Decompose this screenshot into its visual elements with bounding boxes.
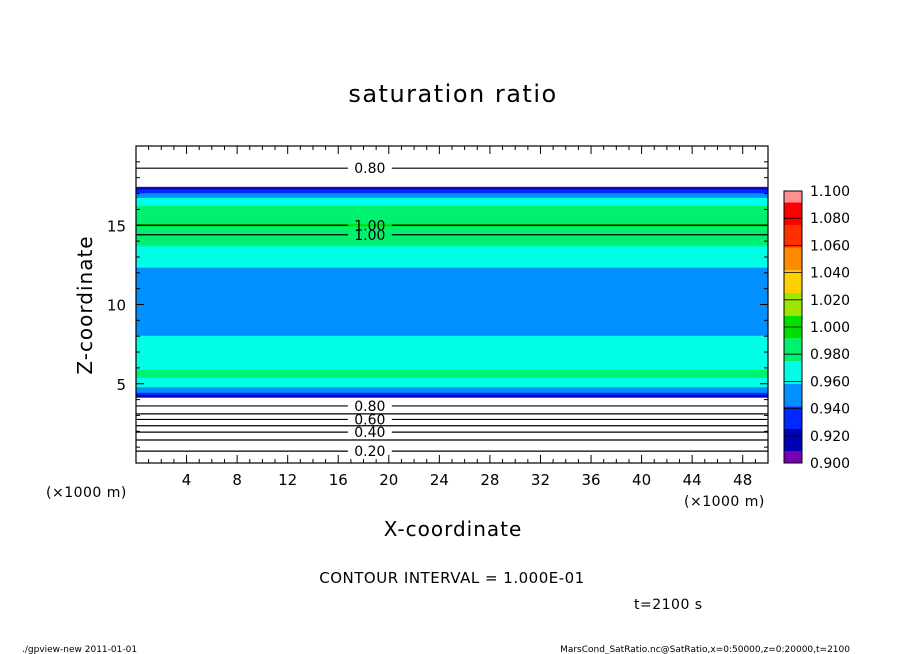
x-unit-label: (×1000 m): [684, 494, 765, 510]
chart-title: saturation ratio: [348, 80, 557, 108]
x-tick-label: 28: [480, 471, 499, 489]
colorbar-swatch: [784, 293, 802, 316]
contour-label: 0.20: [354, 444, 385, 460]
x-tick-label: 12: [278, 471, 297, 489]
x-tick-label: 20: [379, 471, 398, 489]
colorbar-swatch: [784, 247, 802, 271]
x-tick-label: 44: [683, 471, 702, 489]
contour-label: 0.80: [354, 399, 385, 415]
colorbar-label: 1.060: [810, 238, 850, 254]
colorbar-swatch: [784, 338, 802, 361]
contour-label: 0.60: [354, 412, 385, 428]
contour-label: 0.80: [354, 161, 385, 177]
time-label: t=2100 s: [634, 597, 703, 613]
colorbar-label: 0.940: [810, 402, 850, 418]
colorbar-label: 1.000: [810, 320, 850, 336]
colorbar-swatch: [784, 361, 802, 384]
colorbar: 0.900 0.920 0.940 0.960 0.980 1.000 1.020 1.040…: [783, 184, 850, 472]
contour-interval-text: CONTOUR INTERVAL = 1.000E-01: [319, 569, 584, 587]
x-tick-label: 48: [733, 471, 752, 489]
colorbar-swatch: [784, 202, 802, 225]
footer-left-text: ./gpview-new 2011-01-01: [22, 645, 137, 654]
x-tick-label: 32: [531, 471, 550, 489]
colorbar-label: 0.960: [810, 374, 850, 390]
x-tick-label: 36: [581, 471, 600, 489]
footer-right-text: MarsCond_SatRatio.nc@SatRatio,x=0:50000,…: [560, 645, 850, 654]
x-tick-label: 8: [232, 471, 242, 489]
colorbar-swatch: [784, 225, 802, 248]
colorbar-swatch: [784, 429, 802, 452]
colorbar-swatch: [784, 451, 802, 463]
y-tick-label: 10: [107, 297, 126, 315]
x-tick-label: 24: [430, 471, 449, 489]
colorbar-label: 0.900: [810, 456, 850, 472]
colorbar-label: 1.040: [810, 266, 850, 282]
x-tick-label: 40: [632, 471, 651, 489]
colorbar-swatch: [784, 406, 802, 429]
y-tick-labels: 5 10 15: [107, 217, 126, 394]
saturation-field: [136, 146, 768, 463]
contour-label: 1.00: [354, 218, 385, 234]
y-tick-label: 5: [116, 376, 126, 394]
y-tick-label: 15: [107, 217, 126, 235]
x-tick-label: 16: [329, 471, 348, 489]
colorbar-swatch: [784, 191, 802, 203]
x-tick-labels: 4 8 12 16 20 24 28 32 36 40 44 48: [182, 471, 752, 489]
colorbar-label: 0.920: [810, 429, 850, 445]
colorbar-swatch: [784, 383, 802, 407]
colorbar-label: 1.100: [810, 184, 850, 200]
colorbar-label: 1.080: [810, 211, 850, 227]
contour-lines: 0.801.001.000.800.600.400.20: [136, 161, 768, 460]
contour-label: 0.40: [354, 425, 385, 441]
x-axis-label: X-coordinate: [384, 517, 523, 541]
y-axis-label: Z-coordinate: [73, 235, 97, 374]
colorbar-label: 0.980: [810, 347, 850, 363]
z-unit-label: (×1000 m): [46, 485, 127, 501]
colorbar-label: 1.020: [810, 293, 850, 309]
colorbar-swatch: [784, 270, 802, 293]
x-tick-label: 4: [182, 471, 192, 489]
contour-label: 1.00: [354, 228, 385, 244]
plot-area: 0.801.001.000.800.600.400.20: [135, 145, 769, 464]
axis-ticks: [136, 146, 768, 463]
